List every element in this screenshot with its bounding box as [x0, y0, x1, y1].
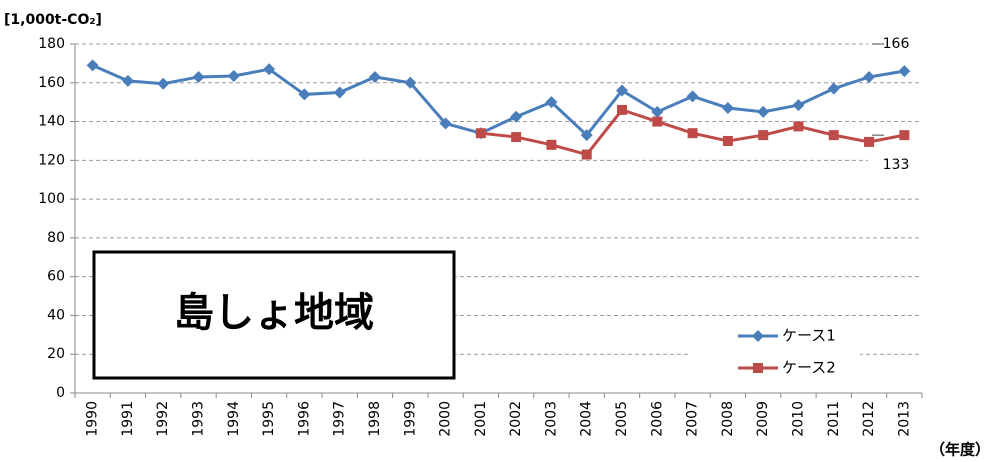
- x-tick-label: 1993: [191, 401, 207, 437]
- marker: [652, 116, 663, 127]
- marker: [298, 88, 311, 101]
- x-tick-label: 1999: [402, 401, 418, 437]
- annotation: 133: [883, 157, 910, 173]
- y-tick-label: 40: [47, 307, 65, 323]
- marker: [546, 139, 557, 150]
- x-tick-label: 2006: [649, 401, 665, 437]
- marker: [898, 65, 911, 78]
- y-tick-label: 140: [38, 114, 65, 130]
- x-tick-label: 1992: [155, 401, 171, 437]
- marker: [616, 84, 629, 97]
- marker: [580, 129, 593, 142]
- marker: [721, 101, 734, 114]
- x-tick-label: 1990: [85, 401, 101, 437]
- x-tick-label: 2011: [826, 401, 842, 437]
- marker: [121, 74, 134, 87]
- x-tick-label: 2004: [579, 401, 595, 437]
- y-tick-label: 180: [38, 36, 65, 52]
- y-tick-label: 20: [47, 346, 65, 362]
- marker: [687, 128, 698, 139]
- marker: [581, 149, 592, 160]
- annotation-bg: [868, 34, 924, 54]
- marker: [263, 63, 276, 76]
- y-tick-label: 100: [38, 191, 65, 207]
- marker: [227, 69, 240, 82]
- marker: [404, 76, 417, 89]
- annotation: 166: [883, 36, 910, 52]
- x-tick-label: 2012: [861, 401, 877, 437]
- x-tick-label: 2010: [790, 401, 806, 437]
- x-tick-label: 1996: [296, 401, 312, 437]
- x-tick-label: 2013: [896, 401, 912, 437]
- marker: [439, 117, 452, 130]
- marker: [899, 130, 910, 141]
- legend-label: ケース2: [782, 359, 836, 377]
- legend-marker: [752, 330, 764, 342]
- marker: [617, 104, 628, 115]
- x-tick-label: 1997: [332, 401, 348, 437]
- marker: [758, 130, 769, 141]
- marker: [651, 105, 664, 118]
- y-tick-label: 60: [47, 269, 65, 285]
- marker: [157, 77, 170, 90]
- x-tick-label: 1994: [226, 401, 242, 437]
- marker: [793, 121, 804, 132]
- y-tick-label: 160: [38, 75, 65, 91]
- marker: [192, 70, 205, 83]
- marker: [475, 128, 486, 139]
- x-tick-label: 2000: [438, 401, 454, 437]
- x-tick-label: 2007: [685, 401, 701, 437]
- y-tick-label: 80: [47, 230, 65, 246]
- legend-bg: [690, 318, 860, 384]
- marker: [510, 110, 523, 123]
- marker: [722, 135, 733, 146]
- y-axis-label: [1,000t-CO₂]: [4, 12, 102, 28]
- series-line: [92, 63, 905, 138]
- x-tick-label: 1995: [261, 401, 277, 437]
- x-tick-label: 1991: [120, 401, 136, 437]
- annotation-bg: [868, 155, 924, 175]
- x-tick-label: 2001: [473, 401, 489, 437]
- marker: [863, 70, 876, 83]
- x-tick-label: 1998: [367, 401, 383, 437]
- marker: [792, 99, 805, 112]
- x-tick-label: 2008: [720, 401, 736, 437]
- marker: [368, 70, 381, 83]
- x-tick-label: 2005: [614, 401, 630, 437]
- marker: [86, 59, 99, 72]
- marker: [864, 136, 875, 147]
- legend-marker: [753, 363, 763, 373]
- marker: [686, 90, 699, 103]
- y-tick-label: 0: [56, 385, 65, 401]
- y-tick-label: 120: [38, 152, 65, 168]
- marker: [757, 105, 770, 118]
- legend-label: ケース1: [782, 327, 836, 345]
- marker: [333, 86, 346, 99]
- marker: [511, 132, 522, 143]
- region-box: [92, 250, 456, 380]
- marker: [827, 82, 840, 95]
- marker: [545, 96, 558, 109]
- region-label: 島しょ地域: [174, 290, 374, 336]
- x-axis-label: （年度）: [930, 441, 988, 459]
- x-tick-label: 2003: [543, 401, 559, 437]
- marker: [828, 130, 839, 141]
- x-tick-label: 2009: [755, 401, 771, 437]
- x-tick-label: 2002: [508, 401, 524, 437]
